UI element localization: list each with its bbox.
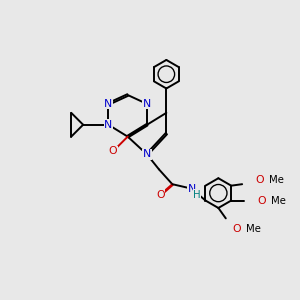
Text: O: O (257, 196, 266, 206)
Text: Me: Me (246, 224, 261, 234)
Text: N: N (143, 149, 151, 160)
Text: N: N (188, 184, 196, 194)
Text: Me: Me (271, 196, 286, 206)
Text: Me: Me (269, 175, 284, 185)
Text: O: O (256, 175, 264, 185)
Text: O: O (232, 224, 241, 234)
Text: N: N (104, 99, 112, 109)
Text: N: N (104, 120, 112, 130)
Text: N: N (143, 99, 151, 109)
Text: H: H (193, 190, 201, 200)
Text: O: O (156, 190, 165, 200)
Text: O: O (109, 146, 117, 157)
